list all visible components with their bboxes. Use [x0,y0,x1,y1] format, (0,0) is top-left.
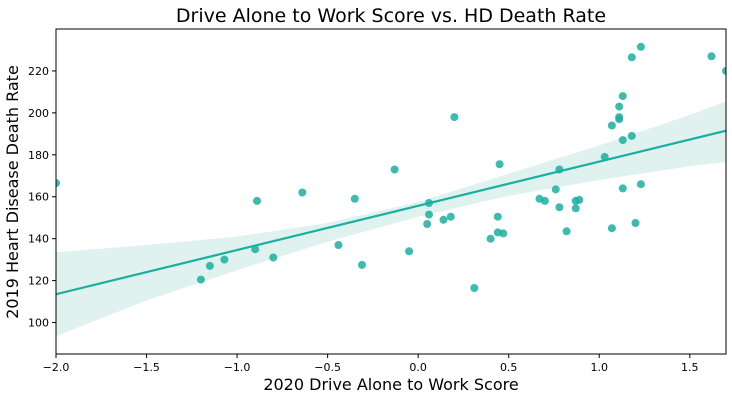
data-point [56,179,60,188]
x-tick-label: −1.5 [133,361,160,374]
data-point [607,121,616,130]
y-tick-label: 180 [28,149,49,162]
data-point [627,53,636,62]
data-point [615,102,624,111]
chart-title: Drive Alone to Work Score vs. HD Death R… [176,5,606,27]
data-point [722,66,726,75]
data-point [555,165,564,174]
x-axis-label: 2020 Drive Alone to Work Score [263,375,518,394]
data-point [470,284,479,292]
data-point [627,131,636,140]
data-point [631,219,640,227]
y-tick-label: 200 [28,107,49,120]
y-tick-label: 160 [28,191,49,204]
data-point [615,113,624,122]
x-tick-label: 1.5 [681,361,699,374]
regression-line-layer [56,129,726,296]
x-tick-label: −1.0 [224,361,251,374]
data-point [446,212,455,221]
data-point [618,136,627,145]
data-point [450,113,459,122]
data-point [575,195,584,204]
y-axis: 100 120 140 160 180 200 220 [28,65,56,330]
x-tick-label: −2.0 [43,361,70,374]
data-point [196,275,205,284]
data-point [540,196,549,205]
y-axis-label: 2019 Heart Disease Death Rate [3,65,22,319]
data-point [636,42,645,51]
data-point [358,260,366,269]
data-point [618,92,627,101]
data-point [251,245,260,254]
data-point [562,227,571,236]
y-tick-label: 220 [28,65,49,78]
y-tick-label: 100 [28,317,49,330]
data-point [350,194,359,203]
x-tick-label: 0.0 [409,361,427,374]
data-point [334,241,343,249]
regression-line [56,129,726,296]
confidence-band [56,101,726,337]
data-point [707,52,716,61]
data-point [636,180,645,189]
data-point [425,199,433,207]
data-point [253,196,261,205]
x-axis: −2.0 −1.5 −1.0 −0.5 0.0 0.5 1.0 1.5 [43,354,699,374]
data-point [405,247,414,256]
confidence-band-layer [56,101,726,337]
x-tick-label: 1.0 [590,361,608,374]
data-point [607,224,616,233]
x-tick-label: −0.5 [314,361,341,374]
data-point [269,253,278,262]
data-point [205,261,214,270]
data-point [499,229,508,238]
data-point [600,152,609,161]
data-points-layer [56,42,726,292]
data-point [439,215,448,224]
y-tick-label: 140 [28,233,49,246]
data-point [220,255,229,264]
data-point [423,220,432,228]
data-point [495,160,504,169]
data-point [298,188,307,197]
data-point [618,184,627,193]
data-point [486,234,495,243]
data-point [390,165,399,174]
plot-frame [55,28,727,355]
data-point [555,203,564,212]
y-tick-label: 120 [28,275,49,288]
x-tick-label: 0.5 [500,361,518,374]
data-point [493,212,502,221]
data-point [571,204,580,213]
data-point [551,185,560,194]
data-point [425,210,433,219]
